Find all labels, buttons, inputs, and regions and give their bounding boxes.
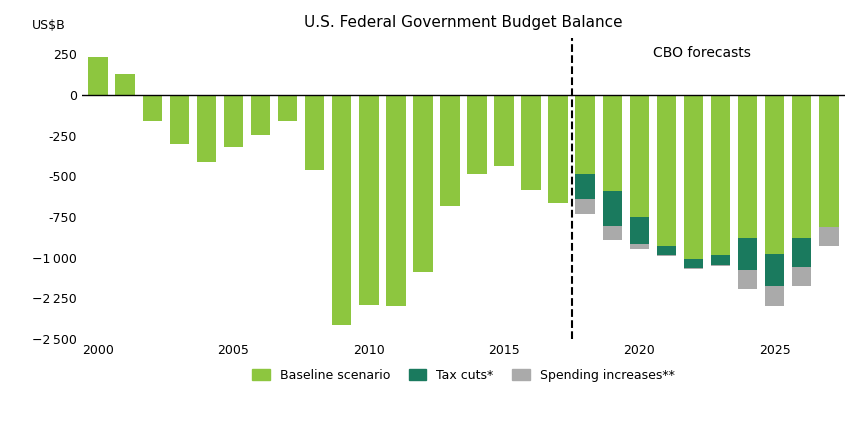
Bar [115,74,135,95]
Bar [710,255,730,265]
Bar [710,265,730,266]
Bar [386,95,406,307]
Bar [224,95,243,147]
Bar [738,270,758,289]
Bar [792,238,812,267]
Bar [521,95,541,190]
Bar [819,227,838,246]
Bar [765,255,784,286]
Title: U.S. Federal Government Budget Balance: U.S. Federal Government Budget Balance [304,15,623,30]
Bar [467,95,487,174]
Bar [440,95,460,206]
Bar [197,95,216,162]
Bar [765,286,784,306]
Bar [278,95,298,121]
Bar [305,95,324,170]
Bar [575,174,595,199]
Bar [332,95,352,325]
Text: CBO forecasts: CBO forecasts [653,46,751,60]
Bar [792,95,812,238]
Bar [819,227,838,230]
Bar [603,95,622,191]
Bar [169,95,189,145]
Bar [603,191,622,226]
Bar [251,95,270,135]
Bar [413,95,433,272]
Text: US$B: US$B [33,19,66,32]
Bar [143,95,162,121]
Bar [684,95,703,259]
Bar [89,57,108,95]
Bar [603,226,622,240]
Bar [738,95,758,238]
Bar [684,259,703,268]
Bar [630,95,649,218]
Bar [359,95,378,305]
Bar [738,238,758,270]
Bar [765,95,784,255]
Bar [494,95,513,166]
Bar [657,95,676,246]
Bar [630,218,649,244]
Bar [819,95,838,230]
Bar [630,244,649,249]
Bar [575,95,595,174]
Bar [549,95,568,203]
Bar [710,95,730,255]
Legend: Baseline scenario, Tax cuts*, Spending increases**: Baseline scenario, Tax cuts*, Spending i… [247,364,679,387]
Bar [792,267,812,286]
Bar [575,199,595,214]
Bar [657,246,676,255]
